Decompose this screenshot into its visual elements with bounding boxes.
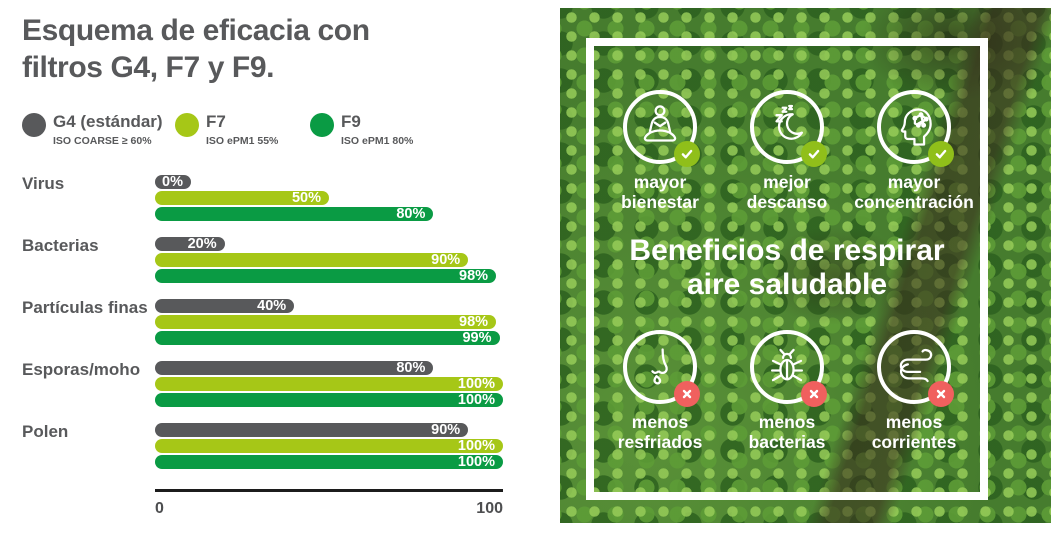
x-axis: 0 100 (155, 489, 503, 518)
legend-label: F9 (341, 112, 361, 131)
nose-icon (623, 330, 697, 404)
concentration-icon (877, 90, 951, 164)
wind-icon-wrap (877, 330, 954, 407)
legend-dot (22, 113, 46, 137)
sleep-icon-wrap (750, 90, 827, 167)
wind-icon (877, 330, 951, 404)
benefits-heading-line1: Beneficios de respirar (629, 234, 945, 267)
benefit-descanso: mejor descanso (726, 90, 848, 212)
benefit-corrientes: menos corrientes (853, 330, 975, 452)
bar-g4: 90% (155, 423, 469, 437)
sleep-icon (750, 90, 824, 164)
bar-f7: 100% (155, 377, 503, 391)
legend-sublabel: ISO COARSE ≥ 60% (53, 135, 152, 147)
bar-g4: 0% (155, 175, 191, 189)
benefits-heading: Beneficios de respirar aire saludable (594, 234, 980, 302)
bar-f7: 90% (155, 253, 469, 267)
x-axis-ticks: 0 100 (155, 500, 503, 518)
chart-row-part-culas-finas: Partículas finas 40% 98% 99% (22, 299, 503, 345)
bar-f9: 100% (155, 455, 503, 469)
bar-g4: 40% (155, 299, 295, 313)
bar-f9: 98% (155, 269, 497, 283)
legend-dot (310, 113, 334, 137)
benefit-label: menos corrientes (871, 412, 957, 452)
x-axis-line (155, 489, 503, 492)
bar-f9: 100% (155, 393, 503, 407)
check-icon (928, 141, 954, 167)
benefit-bacterias: menos bacterias (726, 330, 848, 452)
page-title-line2: filtros G4, F7 y F9. (22, 51, 275, 84)
benefits-positive-row: mayor bienestar mejor descanso mayor concentr… (594, 90, 980, 212)
bar-f7: 50% (155, 191, 329, 205)
benefit-label: mejor descanso (746, 172, 828, 212)
legend-sublabel: ISO ePM1 55% (206, 135, 279, 147)
chart-row-virus: Virus 0% 50% 80% (22, 175, 503, 221)
bar-f7: 98% (155, 315, 497, 329)
check-icon (674, 141, 700, 167)
bar-g4: 80% (155, 361, 434, 375)
legend-sublabel: ISO ePM1 80% (341, 135, 414, 147)
bar-group: 20% 90% 98% (155, 237, 503, 283)
benefit-bienestar: mayor bienestar (599, 90, 721, 212)
chart-legend: G4 (estándar) ISO COARSE ≥ 60% F7 ISO ePM1 … (22, 112, 413, 147)
bar-f9: 99% (155, 331, 500, 345)
x-icon (801, 381, 827, 407)
check-icon (801, 141, 827, 167)
bar-group: 40% 98% 99% (155, 299, 503, 345)
category-label: Partículas finas (22, 298, 148, 317)
category-label: Bacterias (22, 236, 99, 255)
bacteria-icon (750, 330, 824, 404)
page-title: Esquema de eficacia con filtros G4, F7 y… (22, 12, 370, 86)
benefits-heading-line2: aire saludable (686, 268, 888, 301)
x-icon (674, 381, 700, 407)
benefit-resfriados: menos resfriados (599, 330, 721, 452)
bar-g4: 20% (155, 237, 225, 251)
legend-item-f9: F9 ISO ePM1 80% (310, 112, 413, 147)
benefit-label: menos resfriados (617, 412, 703, 452)
chart-row-esporas-moho: Esporas/moho 80% 100% 100% (22, 361, 503, 407)
benefits-negative-row: menos resfriados menos bacterias menos corrie… (594, 330, 980, 452)
nose-icon-wrap (623, 330, 700, 407)
chart-row-polen: Polen 90% 100% 100% (22, 423, 503, 469)
meditation-icon-wrap (623, 90, 700, 167)
chart-row-bacterias: Bacterias 20% 90% 98% (22, 237, 503, 283)
bar-group: 80% 100% 100% (155, 361, 503, 407)
bar-f9: 80% (155, 207, 434, 221)
legend-dot (175, 113, 199, 137)
bacteria-icon-wrap (750, 330, 827, 407)
concentration-icon-wrap (877, 90, 954, 167)
benefit-label: mayor concentración (854, 172, 974, 212)
meditation-icon (623, 90, 697, 164)
bar-group: 90% 100% 100% (155, 423, 503, 469)
category-label: Polen (22, 422, 69, 441)
legend-label: G4 (estándar) (53, 112, 163, 131)
x-axis-tick-min: 0 (155, 500, 164, 517)
forest-photo: mayor bienestar mejor descanso mayor concentr… (560, 8, 1051, 523)
bar-f7: 100% (155, 439, 503, 453)
legend-item-f7: F7 ISO ePM1 55% (175, 112, 310, 147)
bar-group: 0% 50% 80% (155, 175, 503, 221)
category-label: Esporas/moho (22, 360, 141, 379)
x-icon (928, 381, 954, 407)
benefit-concentración: mayor concentración (853, 90, 975, 212)
legend-item-g4: G4 (estándar) ISO COARSE ≥ 60% (22, 112, 175, 147)
category-label: Virus (22, 174, 65, 193)
page-title-line1: Esquema de eficacia con (22, 14, 370, 47)
benefit-label: menos bacterias (748, 412, 826, 452)
legend-label: F7 (206, 112, 226, 131)
white-frame: mayor bienestar mejor descanso mayor concentr… (586, 38, 988, 500)
x-axis-tick-max: 100 (476, 500, 503, 517)
benefit-label: mayor bienestar (621, 172, 699, 212)
efficacy-bar-chart: Virus 0% 50% 80% Bacterias 20% 90% 98% Partícula… (22, 175, 503, 485)
